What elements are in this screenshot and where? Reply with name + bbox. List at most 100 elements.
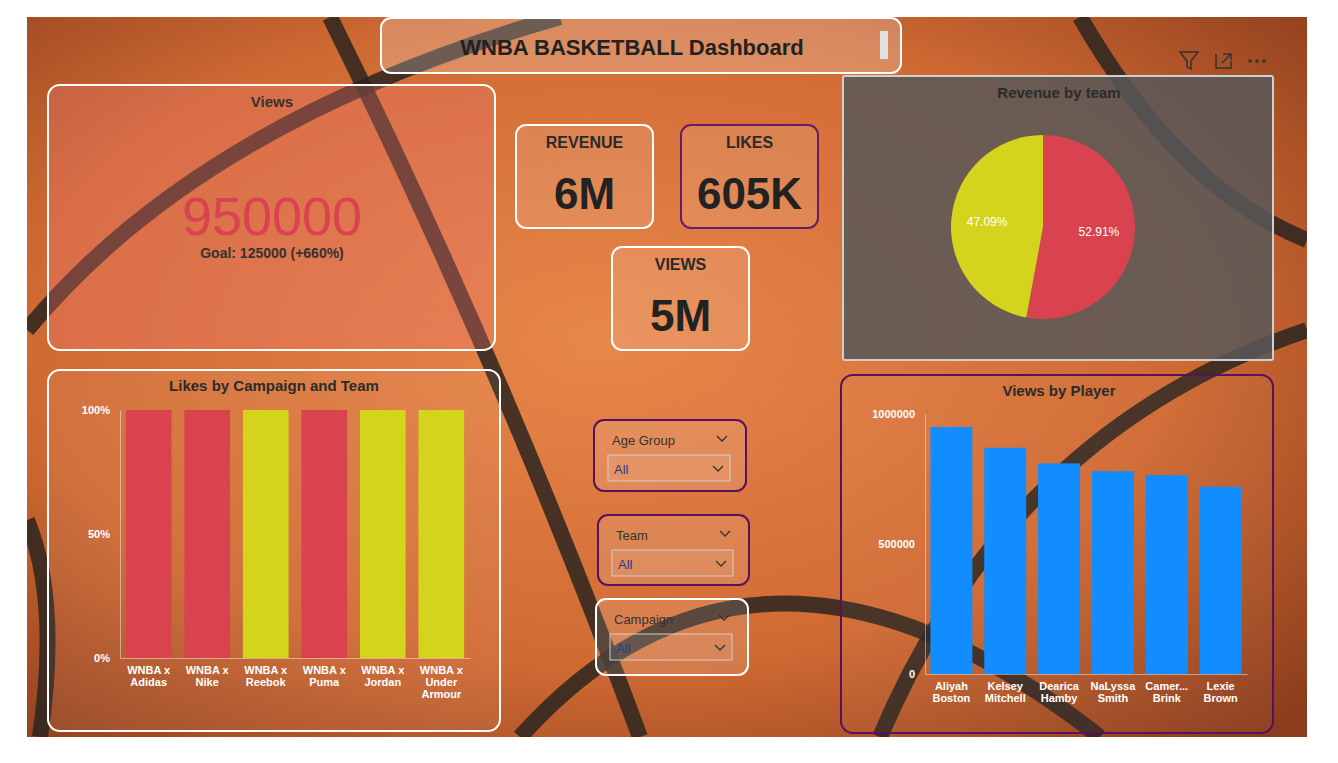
chevron[interactable] <box>713 466 723 471</box>
chart-title: Views <box>251 93 293 110</box>
y-axis: 0 500000 1000000 <box>872 408 925 680</box>
chevron[interactable] <box>720 531 730 536</box>
slicer-dropdown[interactable] <box>610 634 732 660</box>
bar <box>1092 471 1134 674</box>
focus-icon[interactable] <box>1216 54 1231 68</box>
ball-seam <box>27 520 48 737</box>
chart-title: Likes by Campaign and Team <box>169 377 379 394</box>
x-tick: DearicaHamby <box>1039 674 1080 704</box>
x-tick: Camer...Brink <box>1145 674 1188 704</box>
bar <box>301 410 347 658</box>
slicer-label: Team <box>616 528 648 543</box>
tick-label: WNBA xPuma <box>303 664 347 688</box>
tick-label: 0% <box>94 652 110 664</box>
y-tick: 0% <box>94 652 120 664</box>
x-tick: KelseyMitchell <box>985 674 1026 704</box>
chevron[interactable] <box>719 615 729 620</box>
kpi-goal: Goal: 125000 (+660%) <box>200 245 344 261</box>
y-tick: 50% <box>88 528 120 540</box>
bar <box>184 410 230 411</box>
more-icon[interactable] <box>1262 59 1266 63</box>
card: LIKES 605K <box>681 125 818 228</box>
more-icon[interactable] <box>1248 59 1252 63</box>
likes-panel <box>48 370 500 731</box>
card: VIEWS 5M <box>612 247 749 350</box>
chevron[interactable] <box>717 436 727 441</box>
card-value: 6M <box>554 169 615 218</box>
bar <box>1200 487 1242 674</box>
card-title: LIKES <box>726 134 773 151</box>
card: REVENUE 6M <box>516 125 653 228</box>
bar <box>930 427 972 674</box>
card-value: 5M <box>650 291 711 340</box>
x-axis: WNBA xAdidas WNBA xNike WNBA xReebok WNBA x… <box>121 658 471 700</box>
slicer-dropdown[interactable] <box>612 550 733 576</box>
x-tick: WNBA xPuma <box>303 658 347 688</box>
x-tick: WNBA xReebok <box>244 658 288 688</box>
pie-slice <box>951 135 1043 317</box>
background <box>27 17 1307 737</box>
tick-label: WNBA xNike <box>186 664 230 688</box>
card-title: REVENUE <box>546 134 624 151</box>
slicer-value[interactable]: All <box>616 641 631 656</box>
tick-label: 1000000 <box>872 408 915 420</box>
x-axis: AliyahBoston KelseyMitchell DearicaHamby Na… <box>926 674 1248 704</box>
more-icon[interactable] <box>1255 59 1259 63</box>
slicer-box[interactable] <box>594 420 746 491</box>
bar <box>984 448 1026 674</box>
y-tick: 1000000 <box>872 408 925 420</box>
tick-label: WNBA xAdidas <box>127 664 171 688</box>
chevron[interactable] <box>716 561 726 566</box>
tick-label: KelseyMitchell <box>985 680 1026 704</box>
slicer-box[interactable] <box>598 515 749 585</box>
tick-label: WNBA xReebok <box>244 664 288 688</box>
toolbar[interactable] <box>1180 52 1266 69</box>
pie-chart: Revenue by team52.91%47.09% <box>951 84 1135 319</box>
slicer-value[interactable]: All <box>614 462 629 477</box>
tick-label: 0 <box>909 668 915 680</box>
tick-label: WNBA xUnderArmour <box>420 664 464 700</box>
tick-label: Camer...Brink <box>1145 680 1188 704</box>
slicer[interactable]: Age Group All <box>594 420 746 491</box>
slicer-value[interactable]: All <box>618 557 633 572</box>
slicer-dropdown[interactable] <box>608 455 730 481</box>
card-value: 605K <box>697 169 802 218</box>
tick-label: 500000 <box>878 538 915 550</box>
x-tick: NaLyssaSmith <box>1091 674 1137 704</box>
pie-panel <box>843 76 1273 360</box>
slicer-box[interactable] <box>596 599 748 675</box>
tick-label: DearicaHamby <box>1039 680 1080 704</box>
tick-label: WNBA xJordan <box>361 664 405 688</box>
dashboard-title: WNBA BASKETBALL Dashboard <box>460 35 803 60</box>
tick-label: LexieBrown <box>1203 680 1238 704</box>
dashboard: WNBA BASKETBALL Dashboard REVENUE 6M LIKES 6… <box>0 0 1338 763</box>
data-label: 47.09% <box>967 215 1008 229</box>
panels <box>48 76 1273 733</box>
x-tick: LexieBrown <box>1203 674 1238 704</box>
tick-label: NaLyssaSmith <box>1091 680 1137 704</box>
bars <box>930 427 1241 674</box>
slicer[interactable]: Team All <box>598 515 749 585</box>
slicer[interactable]: Campaign All <box>596 599 748 675</box>
data-label: 52.91% <box>1079 225 1120 239</box>
filter-icon[interactable] <box>1180 52 1198 69</box>
y-axis: 0% 50% 100% <box>82 404 121 664</box>
bars <box>126 410 464 658</box>
bar <box>1146 475 1188 674</box>
kpi-value: 950000 <box>182 186 362 246</box>
chevron[interactable] <box>715 645 725 650</box>
card-box <box>612 247 749 350</box>
axis-line <box>121 658 471 659</box>
kpi-panel <box>48 85 495 350</box>
x-tick: AliyahBoston <box>932 674 970 704</box>
bar-chart: Views by Player05000001000000AliyahBosto… <box>872 382 1247 704</box>
card-box <box>681 125 818 228</box>
card-box <box>516 125 653 228</box>
card-title: VIEWS <box>655 256 707 273</box>
y-tick: 0 <box>909 668 925 680</box>
tick-label: 100% <box>82 404 110 416</box>
slicer-label: Age Group <box>612 433 675 448</box>
slicer-label: Campaign <box>614 612 673 627</box>
bar <box>184 410 230 658</box>
bar <box>301 410 347 411</box>
